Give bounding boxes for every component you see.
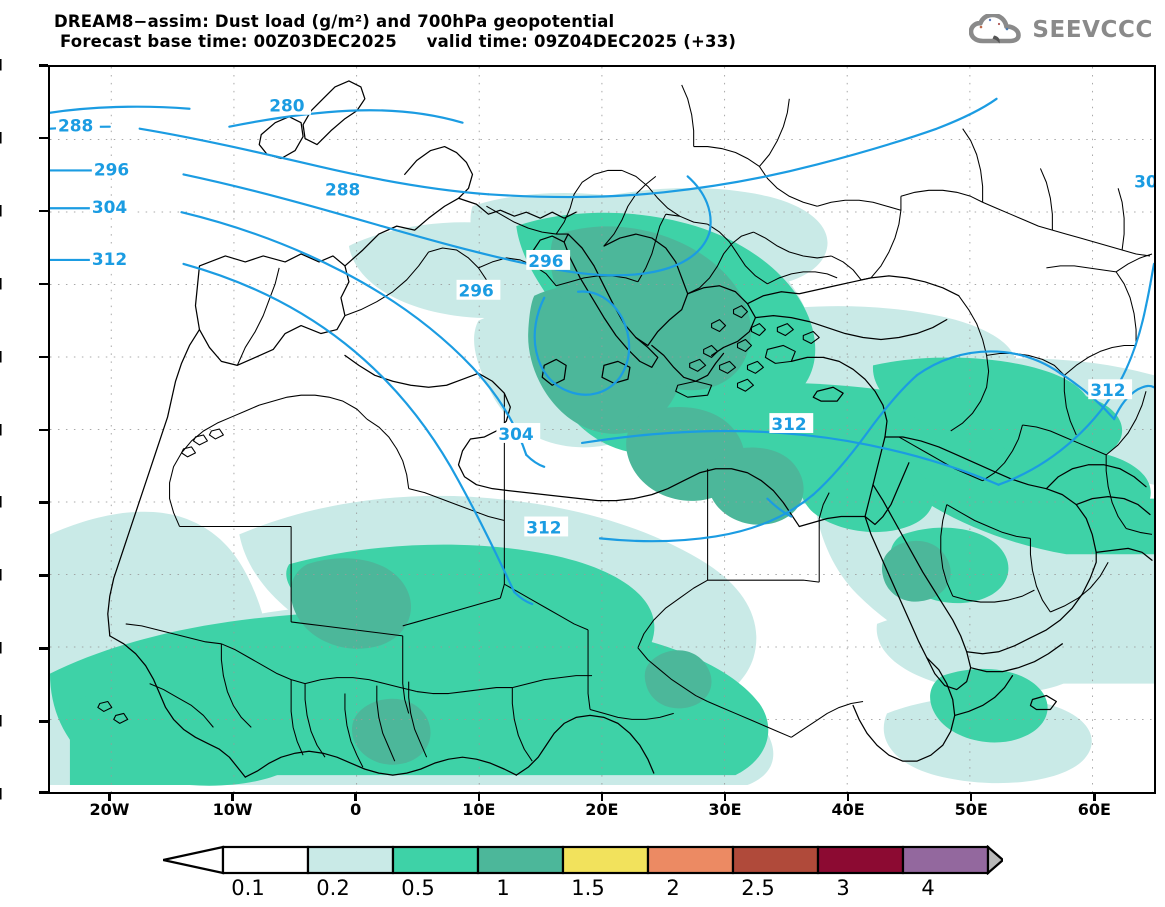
svg-text:312: 312 — [526, 517, 561, 537]
colorbar-tick-label: 2 — [666, 876, 680, 900]
seevccc-logo: SEEVCCC — [969, 14, 1153, 46]
colorbar-seg-4 — [561, 845, 650, 875]
x-tick — [1093, 792, 1096, 801]
y-tick-label: 20N — [0, 566, 3, 585]
svg-text:288: 288 — [58, 116, 93, 136]
colorbar-seg-7 — [816, 845, 905, 875]
svg-text:312: 312 — [1090, 380, 1125, 400]
x-tick — [108, 792, 111, 801]
y-tick — [39, 647, 48, 650]
x-tick-label: 30E — [708, 800, 742, 819]
x-tick-label: 50E — [954, 800, 988, 819]
colorbar-seg-2 — [391, 845, 480, 875]
page-title: DREAM8−assim: Dust load (g/m²) and 700hP… — [54, 12, 615, 31]
map-canvas: 280 288 288 296 296 296 304 304 304 312 … — [50, 67, 1154, 792]
colorbar-tick-label: 4 — [921, 876, 935, 900]
x-tick — [231, 792, 234, 801]
y-tick-label: 55N — [0, 56, 3, 75]
colorbar-tick-label: 1.5 — [571, 876, 605, 900]
y-tick — [39, 791, 48, 794]
country-borders-layer — [125, 84, 1153, 768]
svg-text:288: 288 — [325, 179, 360, 199]
y-tick — [39, 720, 48, 723]
y-tick-label: 40N — [0, 274, 3, 293]
map-plot-area: 280 288 288 296 296 296 304 304 304 312 … — [48, 65, 1156, 794]
colorbar-seg-1 — [306, 845, 395, 875]
y-tick — [39, 501, 48, 504]
x-tick-label: 60E — [1077, 800, 1111, 819]
x-tick-label: 20W — [89, 800, 130, 819]
y-tick — [39, 282, 48, 286]
colorbar-over-arrow — [986, 845, 1003, 875]
x-tick-label: 10W — [212, 800, 253, 819]
x-tick — [354, 792, 357, 801]
y-tick-label: 45N — [0, 201, 3, 220]
colorbar-seg-3 — [476, 845, 565, 875]
x-tick-label: 10E — [462, 800, 496, 819]
colorbar-swatches — [163, 845, 1003, 875]
colorbar-tick-label: 1 — [496, 876, 510, 900]
y-tick — [39, 209, 48, 213]
y-tick-label: 10N — [0, 712, 3, 731]
colorbar-seg-5 — [646, 845, 735, 875]
x-tick-label: 20E — [585, 800, 619, 819]
svg-text:296: 296 — [94, 159, 129, 179]
y-tick — [39, 428, 48, 431]
colorbar-tick-label: 0.1 — [231, 876, 265, 900]
svg-text:296: 296 — [459, 281, 494, 301]
y-tick-label: 5N — [0, 785, 3, 804]
y-tick-label: 30N — [0, 420, 3, 439]
forecast-time-subtitle: Forecast base time: 00Z03DEC2025 valid t… — [60, 32, 737, 52]
y-tick — [39, 136, 48, 140]
coastlines-layer — [97, 80, 1153, 778]
colorbar-tick-label: 2.5 — [741, 876, 775, 900]
gridlines — [50, 67, 1154, 792]
y-tick-label: 25N — [0, 493, 3, 512]
x-tick — [477, 792, 480, 801]
y-tick-label: 50N — [0, 128, 3, 147]
x-tick — [846, 792, 850, 801]
colorbar-under-arrow — [163, 845, 225, 875]
colorbar — [163, 845, 1003, 875]
svg-text:312: 312 — [771, 414, 806, 434]
cloud-icon — [969, 14, 1022, 44]
y-tick — [39, 574, 48, 577]
colorbar-seg-0 — [221, 845, 310, 875]
x-tick-label: 0 — [350, 800, 362, 819]
x-tick — [723, 792, 727, 801]
svg-text:304: 304 — [92, 197, 127, 217]
x-tick-label: 40E — [831, 800, 865, 819]
y-tick-label: 35N — [0, 347, 3, 366]
colorbar-tick-label: 3 — [836, 876, 850, 900]
svg-text:304: 304 — [1134, 171, 1154, 191]
chart-title-block: DREAM8−assim: Dust load (g/m²) and 700hP… — [54, 12, 736, 52]
svg-text:304: 304 — [498, 424, 533, 444]
svg-text:296: 296 — [528, 251, 563, 271]
colorbar-seg-8 — [901, 845, 990, 875]
colorbar-tick-label: 0.2 — [316, 876, 350, 900]
x-tick — [969, 792, 973, 801]
logo-text: SEEVCCC — [1032, 17, 1153, 43]
y-tick-label: 15N — [0, 639, 3, 658]
colorbar-seg-6 — [731, 845, 820, 875]
y-tick — [39, 64, 48, 67]
geopotential-contours — [50, 97, 1154, 606]
y-tick — [39, 355, 48, 359]
svg-text:280: 280 — [269, 96, 304, 116]
svg-text:312: 312 — [92, 249, 127, 269]
contour-labels: 280 288 288 296 296 296 304 304 304 312 … — [55, 94, 1154, 537]
colorbar-tick-label: 0.5 — [401, 876, 435, 900]
x-tick — [600, 792, 604, 801]
